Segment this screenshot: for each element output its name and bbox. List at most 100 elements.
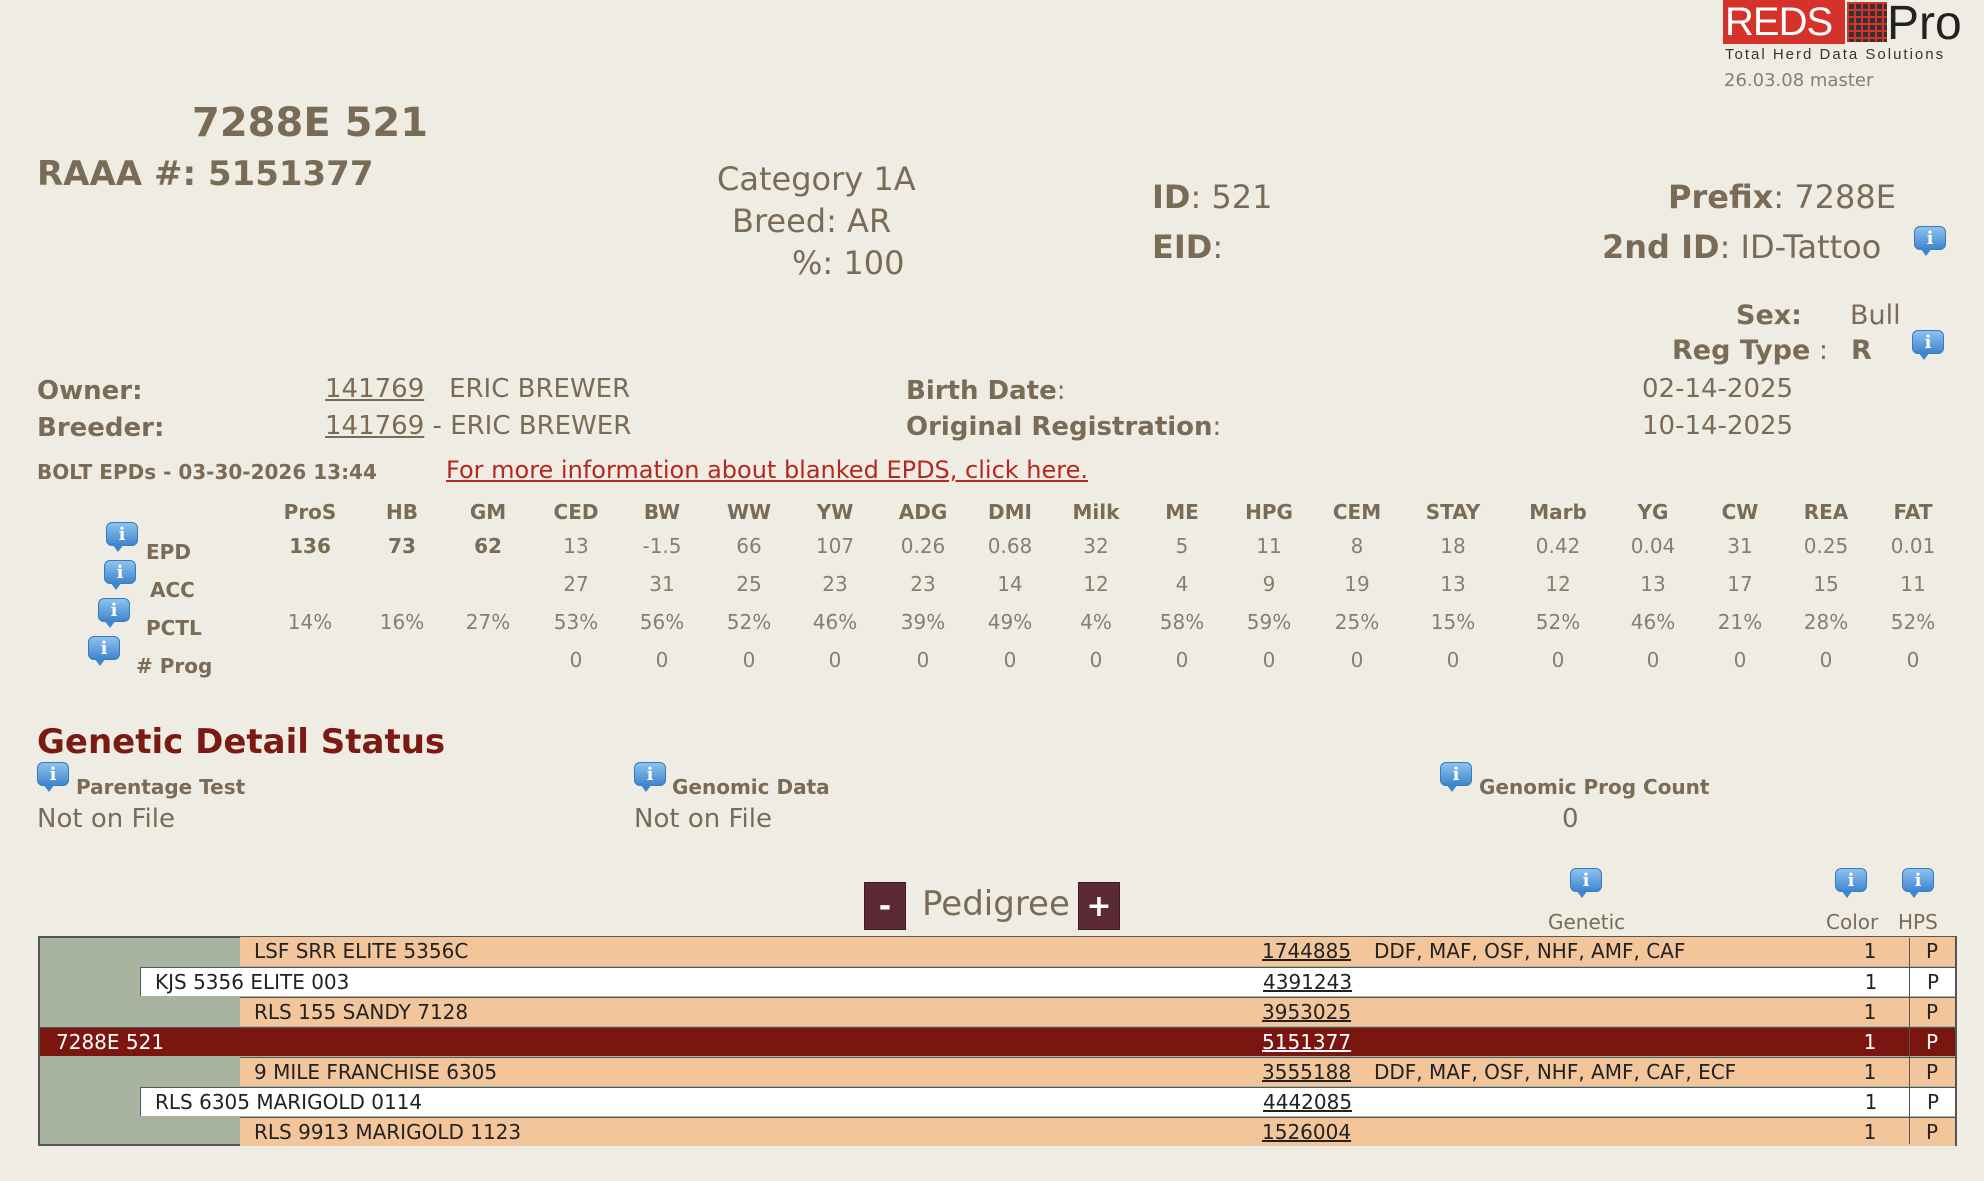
epd-value-cell: 5 bbox=[1175, 534, 1189, 558]
hps-info-icon[interactable]: i bbox=[1902, 868, 1934, 902]
epd-value-cell: 25% bbox=[1334, 610, 1380, 634]
epd-value-cell: 0 bbox=[1906, 648, 1920, 672]
epd-column-header: HPG bbox=[1245, 500, 1293, 524]
pedigree-reg-link[interactable]: 1744885 bbox=[1262, 939, 1352, 963]
epd-row-acc: i ACC 27 31 25 23 23 14 12 4 9 19 13 12 13 17 15 11 bbox=[0, 560, 1984, 602]
epd-header: BOLT EPDs - 03-30-2026 13:44 bbox=[37, 460, 377, 484]
breeder-id-link[interactable]: 141769 bbox=[325, 411, 425, 441]
epd-header-row: ProS HB GM CED BW WW YW ADG DMI Milk ME HPG CEM STAY M… bbox=[0, 500, 1984, 530]
reg-type-info-icon[interactable]: i bbox=[1912, 330, 1944, 364]
parentage-info-icon[interactable]: i bbox=[37, 762, 69, 796]
breed-label: Breed: bbox=[732, 202, 837, 240]
epd-value-cell: 0.01 bbox=[1890, 534, 1936, 558]
pedigree-reg-link[interactable]: 5151377 bbox=[1262, 1030, 1352, 1054]
epd-value-cell: 0 bbox=[1446, 648, 1460, 672]
epd-value-cell: 0 bbox=[655, 648, 669, 672]
epd-table: ProS HB GM CED BW WW YW ADG DMI Milk ME HPG CEM STAY M… bbox=[0, 500, 1984, 680]
epd-column-header: ME bbox=[1165, 500, 1199, 524]
epd-value-cell: 0 bbox=[1262, 648, 1276, 672]
genetic-info-icon[interactable]: i bbox=[1570, 868, 1602, 902]
epd-value-cell: 31 bbox=[649, 572, 675, 596]
epd-value-cell: 0 bbox=[1646, 648, 1660, 672]
owner-label: Owner: bbox=[37, 376, 143, 406]
pedigree-collapse-button[interactable]: - bbox=[864, 882, 906, 930]
epd-column-header: ADG bbox=[898, 500, 948, 524]
epd-value-cell: 73 bbox=[388, 534, 416, 558]
raaa-number: RAAA #: 5151377 bbox=[37, 154, 374, 194]
epd-row-label: # Prog bbox=[136, 654, 213, 678]
epd-row-info-icon[interactable]: i bbox=[106, 522, 138, 556]
epd-value-cell: 15% bbox=[1430, 610, 1476, 634]
epd-value-cell: 0 bbox=[1175, 648, 1189, 672]
second-id-info-icon[interactable]: i bbox=[1914, 226, 1946, 260]
logo-reds-text: REDS bbox=[1723, 0, 1845, 44]
epd-column-header: GM bbox=[469, 500, 507, 524]
logo-tagline: Total Herd Data Solutions bbox=[1725, 46, 1946, 63]
epd-value-cell: 0 bbox=[1733, 648, 1747, 672]
epd-row-label: PCTL bbox=[146, 616, 202, 640]
pedigree-animal-name: LSF SRR ELITE 5356C bbox=[254, 939, 469, 963]
pedigree-reg-link[interactable]: 3555188 bbox=[1262, 1060, 1352, 1084]
pedigree-genetic: DDF, MAF, OSF, NHF, AMF, CAF, ECF bbox=[1374, 1060, 1737, 1084]
epd-value-cell: 0 bbox=[742, 648, 756, 672]
epd-row-info-icon[interactable]: i bbox=[98, 598, 130, 632]
epd-value-cell: 66 bbox=[736, 534, 762, 558]
epd-value-cell: 4% bbox=[1080, 610, 1112, 634]
epd-row-info-icon[interactable]: i bbox=[104, 560, 136, 594]
epd-value-cell: 4 bbox=[1175, 572, 1189, 596]
eid-label: EID bbox=[1152, 228, 1213, 266]
pedigree-animal-name: RLS 6305 MARIGOLD 0114 bbox=[155, 1090, 423, 1114]
blanked-epd-link[interactable]: For more information about blanked EPDS,… bbox=[446, 456, 1089, 484]
epd-value-cell: 11 bbox=[1900, 572, 1926, 596]
pedigree-reg-link[interactable]: 4391243 bbox=[1263, 970, 1353, 994]
epd-row-info-icon[interactable]: i bbox=[88, 636, 120, 670]
genomic-label: Genomic Data bbox=[672, 775, 830, 799]
pedigree-expand-button[interactable]: + bbox=[1078, 882, 1120, 930]
breed-value: AR bbox=[847, 202, 892, 240]
pedigree-reg-link[interactable]: 3953025 bbox=[1262, 1000, 1352, 1024]
pedigree-animal-name: RLS 155 SANDY 7128 bbox=[254, 1000, 469, 1024]
epd-value-cell: 8 bbox=[1350, 534, 1364, 558]
pedigree-reg-link[interactable]: 1526004 bbox=[1262, 1120, 1352, 1144]
pedigree-color: 1 bbox=[1864, 1090, 1878, 1114]
epd-row-epd: i EPD 136 73 62 13 -1.5 66 107 0.26 0.68 32 5 11 8 18 0.… bbox=[0, 522, 1984, 564]
genetic-detail-title: Genetic Detail Status bbox=[37, 722, 446, 762]
epd-row-pctl: i PCTL 14% 16% 27% 53% 56% 52% 46% 39% 49% 4% 58% 59%… bbox=[0, 598, 1984, 640]
parentage-label: Parentage Test bbox=[76, 775, 246, 799]
epd-column-header: YW bbox=[816, 500, 854, 524]
logo-pro-text: Pro bbox=[1887, 0, 1962, 50]
percent-label: %: bbox=[792, 244, 834, 282]
breeder-label: Breeder: bbox=[37, 413, 165, 443]
epd-value-cell: 0 bbox=[1350, 648, 1364, 672]
epd-value-cell: 59% bbox=[1246, 610, 1292, 634]
pedigree-title: Pedigree bbox=[922, 884, 1070, 924]
epd-value-cell: 0 bbox=[1819, 648, 1833, 672]
prog-count-label: Genomic Prog Count bbox=[1479, 775, 1710, 799]
prog-count-info-icon[interactable]: i bbox=[1440, 762, 1472, 796]
owner-name: ERIC BREWER bbox=[449, 374, 631, 404]
epd-value-cell: 13 bbox=[1440, 572, 1466, 596]
epd-value-cell: 0.68 bbox=[987, 534, 1033, 558]
genomic-info-icon[interactable]: i bbox=[634, 762, 666, 796]
pedigree-row: KJS 5356 ELITE 003 4391243 1 P bbox=[140, 967, 1955, 996]
pedigree-row: LSF SRR ELITE 5356C 1744885 DDF, MAF, OSF,… bbox=[240, 937, 1955, 966]
category: Category 1A bbox=[717, 160, 916, 198]
epd-value-cell: 46% bbox=[1630, 610, 1676, 634]
epd-value-cell: 16% bbox=[379, 610, 425, 634]
owner-id-link[interactable]: 141769 bbox=[325, 374, 425, 404]
pedigree-color: 1 bbox=[1863, 1000, 1877, 1024]
orig-reg-label: Original Registration: bbox=[906, 412, 1222, 442]
sex-value: Bull bbox=[1850, 300, 1901, 331]
epd-column-header: WW bbox=[726, 500, 772, 524]
epd-column-header: Milk bbox=[1072, 500, 1120, 524]
pedigree-animal-name: RLS 9913 MARIGOLD 1123 bbox=[254, 1120, 522, 1144]
color-info-icon[interactable]: i bbox=[1835, 868, 1867, 902]
id-row: ID: 521 bbox=[1152, 178, 1273, 216]
epd-value-cell: 32 bbox=[1083, 534, 1109, 558]
genetic-column-label: Genetic bbox=[1548, 910, 1626, 934]
breeder-name: ERIC BREWER bbox=[450, 411, 632, 441]
pedigree-reg-link[interactable]: 4442085 bbox=[1263, 1090, 1353, 1114]
logo-grid-mark bbox=[1847, 2, 1887, 42]
id-label: ID bbox=[1152, 178, 1191, 216]
version-label: 26.03.08 master bbox=[1724, 70, 1874, 91]
